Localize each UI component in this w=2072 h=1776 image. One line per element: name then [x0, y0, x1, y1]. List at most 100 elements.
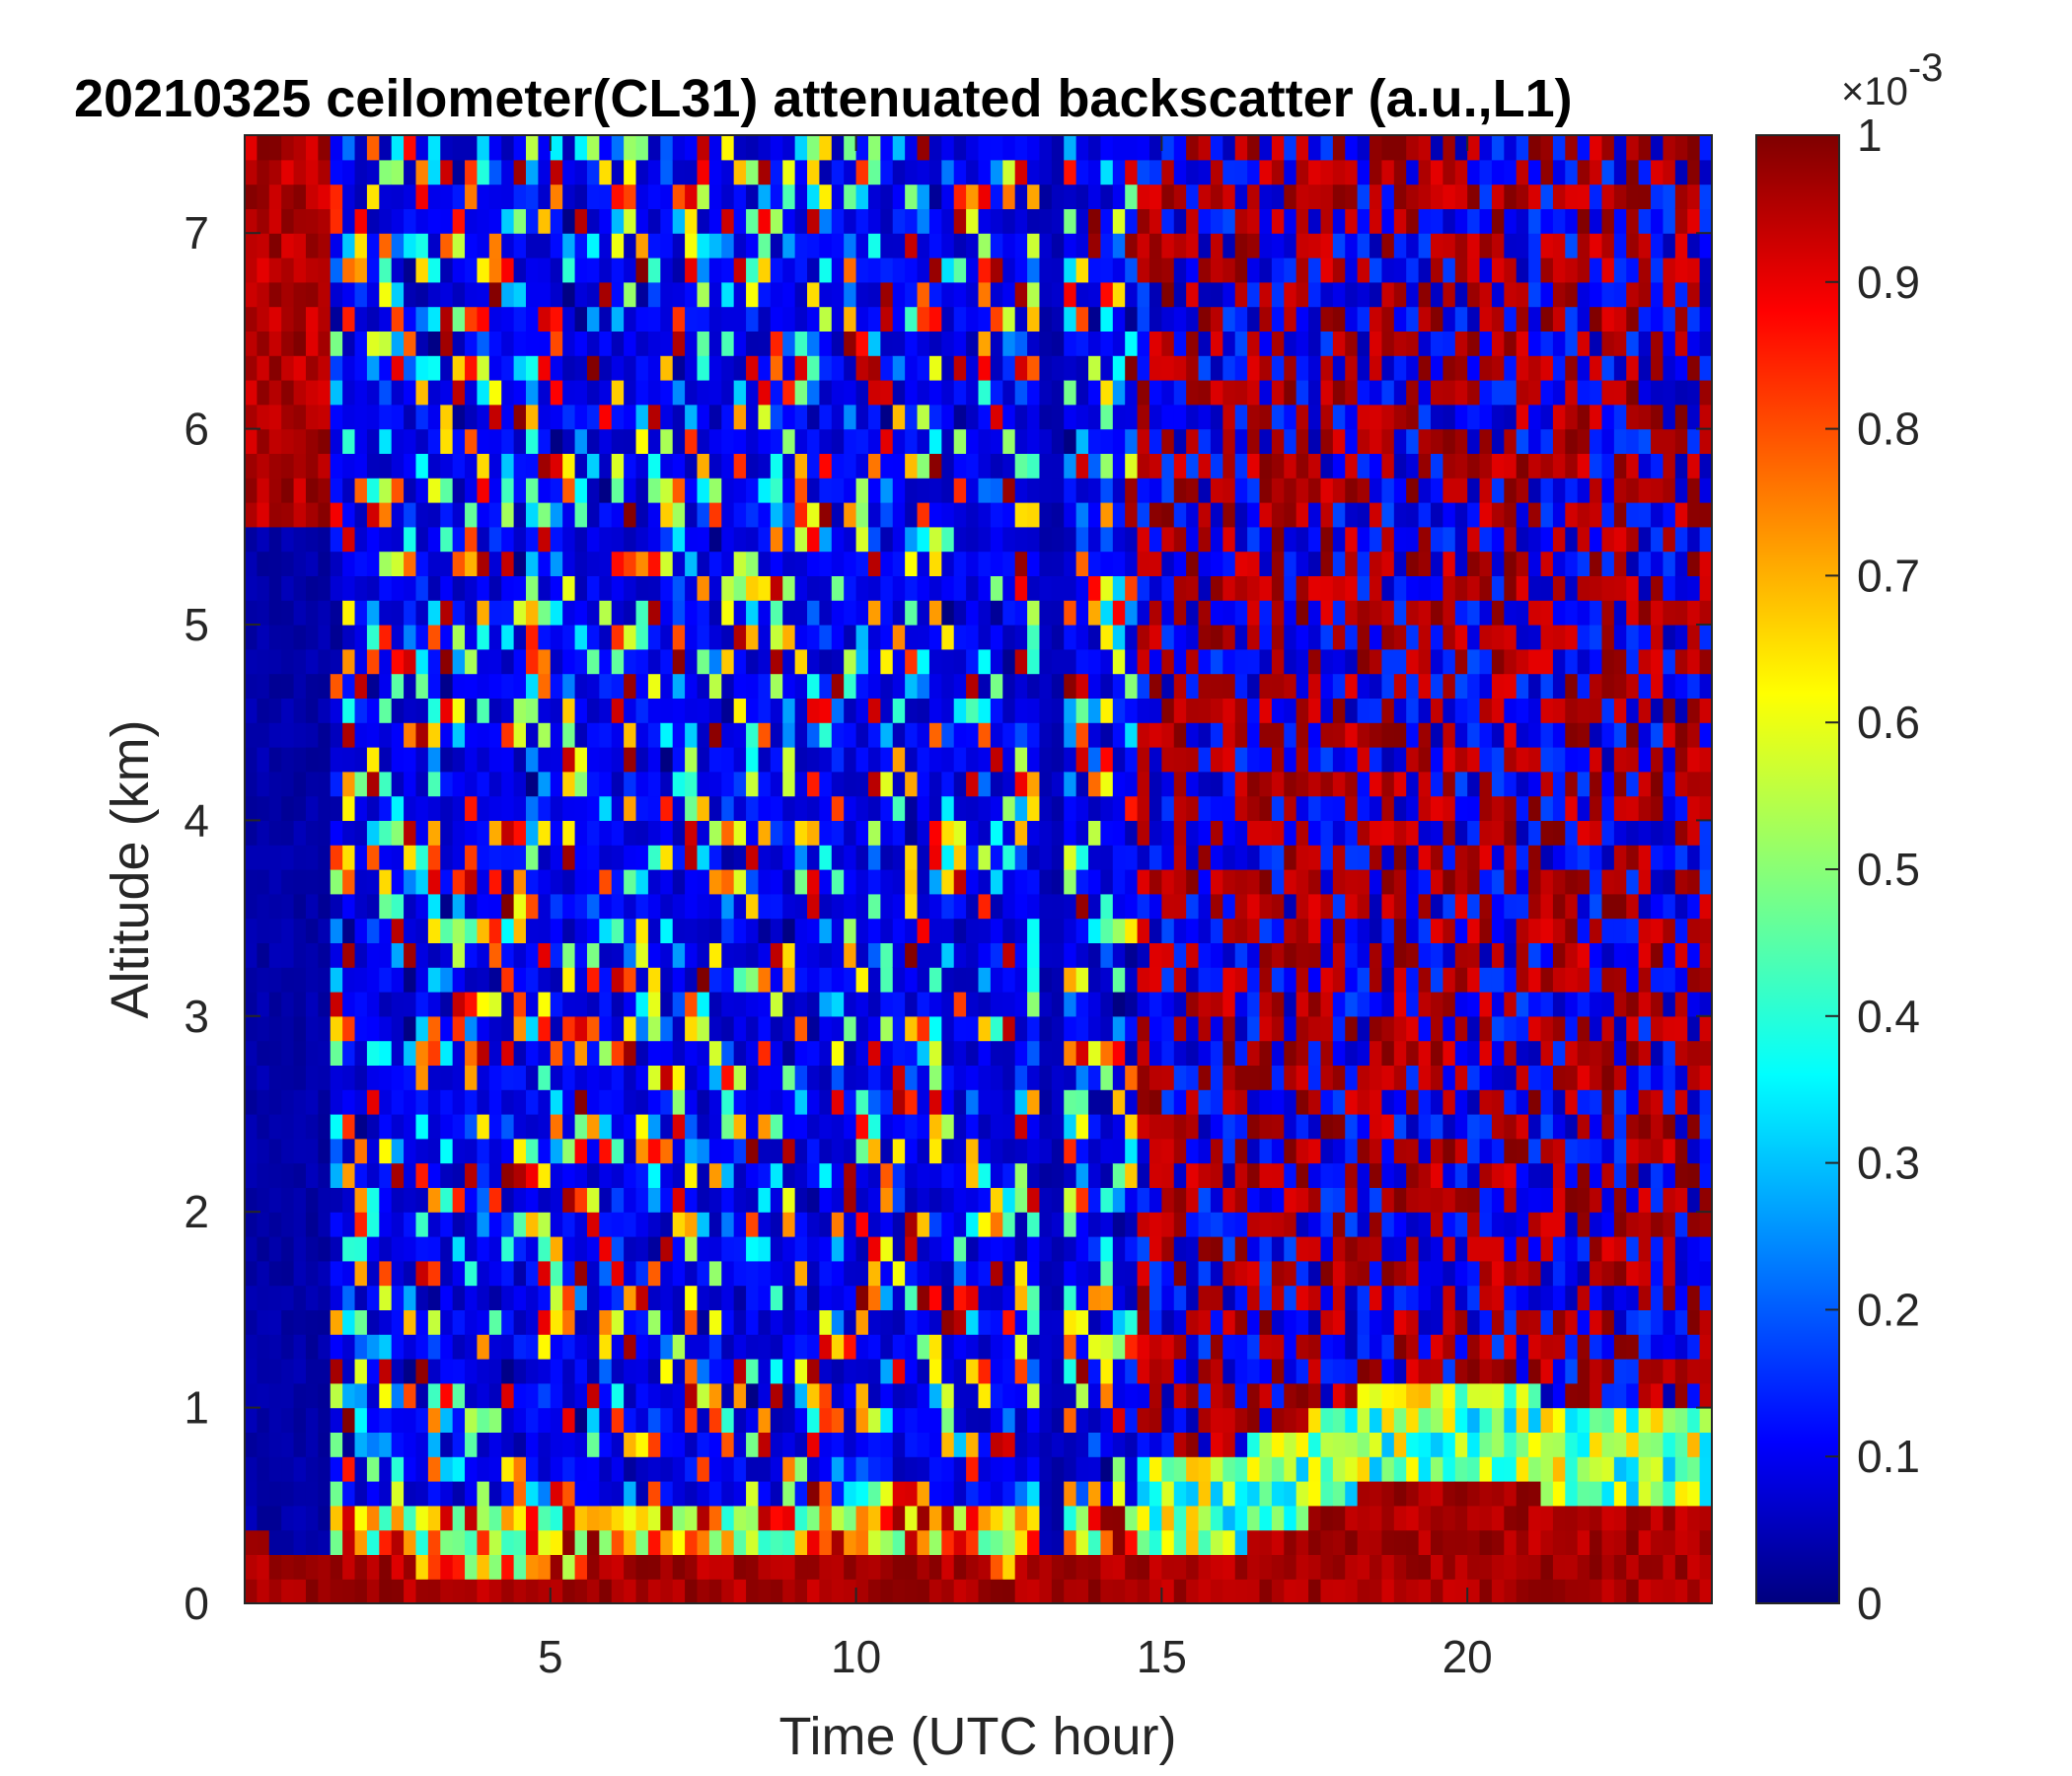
heatmap-cell — [379, 208, 393, 234]
heatmap-cell — [831, 1579, 845, 1603]
heatmap-cell — [391, 404, 405, 430]
heatmap-cell — [1027, 453, 1041, 479]
heatmap-cell — [685, 208, 699, 234]
heatmap-cell — [928, 967, 942, 993]
heatmap-cell — [1064, 845, 1077, 870]
heatmap-cell — [660, 869, 674, 895]
heatmap-cell — [550, 747, 563, 773]
heatmap-cell — [746, 551, 760, 576]
heatmap-cell — [1247, 747, 1261, 773]
heatmap-cell — [941, 648, 955, 675]
heatmap-cell — [379, 1407, 393, 1433]
heatmap-cell — [1210, 869, 1223, 895]
heatmap-cell — [1064, 673, 1077, 699]
heatmap-cell — [660, 1579, 674, 1603]
heatmap-cell — [660, 135, 674, 161]
heatmap-cell — [1064, 747, 1077, 773]
heatmap-cell — [427, 404, 441, 430]
heatmap-cell — [782, 1579, 796, 1603]
heatmap-cell — [635, 380, 649, 406]
heatmap-cell — [844, 478, 857, 503]
heatmap-cell — [1039, 453, 1053, 479]
heatmap-cell — [941, 698, 955, 723]
heatmap-cell — [928, 1285, 942, 1310]
heatmap-cell — [1210, 1138, 1223, 1164]
heatmap-cell — [867, 795, 881, 821]
heatmap-cell — [1137, 1015, 1150, 1042]
heatmap-cell — [526, 1334, 539, 1360]
heatmap-cell — [647, 1456, 661, 1482]
heatmap-cell — [562, 1456, 576, 1482]
heatmap-cell — [281, 967, 295, 993]
heatmap-cell — [746, 233, 760, 259]
heatmap-cell — [330, 502, 343, 528]
heatmap-cell — [635, 967, 649, 993]
heatmap-cell — [672, 869, 686, 895]
heatmap-cell — [928, 845, 942, 870]
heatmap-cell — [1137, 1187, 1150, 1213]
heatmap-cell — [685, 1334, 699, 1360]
heatmap-cell — [1112, 1212, 1126, 1237]
heatmap-cell — [1173, 208, 1187, 234]
heatmap-cell — [1210, 747, 1223, 773]
heatmap-cell — [867, 159, 881, 185]
heatmap-cell — [697, 942, 710, 968]
heatmap-cell — [1100, 1407, 1114, 1433]
heatmap-cell — [708, 1407, 722, 1433]
heatmap-cell — [599, 1162, 613, 1188]
heatmap-cell — [354, 820, 368, 846]
heatmap-cell — [1112, 1529, 1126, 1555]
heatmap-cell — [928, 722, 942, 748]
heatmap-cell — [1002, 673, 1016, 699]
heatmap-cell — [928, 1114, 942, 1140]
heatmap-cell — [1064, 625, 1077, 650]
heatmap-cell — [452, 551, 466, 576]
heatmap-cell — [660, 1309, 674, 1335]
heatmap-cell — [1198, 869, 1212, 895]
heatmap-cell — [268, 1285, 282, 1310]
heatmap-cell — [1039, 1236, 1053, 1262]
heatmap-cell — [1064, 1554, 1077, 1580]
heatmap-cell — [1198, 1015, 1212, 1042]
heatmap-cell — [746, 893, 760, 920]
heatmap-cell — [1222, 1236, 1236, 1262]
heatmap-cell — [501, 502, 515, 528]
heatmap-cell — [1112, 258, 1126, 283]
heatmap-cell — [293, 1432, 307, 1457]
heatmap-cell — [831, 1529, 845, 1555]
heatmap-cell — [477, 942, 490, 968]
heatmap-cell — [245, 1456, 258, 1482]
heatmap-cell — [1148, 1529, 1162, 1555]
heatmap-cell — [427, 1114, 441, 1140]
heatmap-cell — [966, 1114, 980, 1140]
heatmap-cell — [1161, 159, 1175, 185]
heatmap-cell — [1064, 306, 1077, 332]
heatmap-cell — [391, 625, 405, 650]
heatmap-cell — [635, 992, 649, 1017]
heatmap-cell — [721, 1138, 735, 1164]
heatmap-cell — [1137, 893, 1150, 920]
heatmap-cell — [917, 478, 930, 503]
heatmap-cell — [1027, 795, 1041, 821]
heatmap-cell — [477, 625, 490, 650]
heatmap-cell — [1100, 208, 1114, 234]
heatmap-cell — [1161, 478, 1175, 503]
heatmap-cell — [624, 673, 637, 699]
heatmap-cell — [1027, 258, 1041, 283]
heatmap-cell — [1100, 1285, 1114, 1310]
heatmap-cell — [1064, 795, 1077, 821]
heatmap-cell — [990, 1529, 1003, 1555]
heatmap-cell — [305, 625, 319, 650]
heatmap-cell — [758, 551, 772, 576]
heatmap-cell — [966, 1432, 980, 1457]
heatmap-cell — [1137, 1212, 1150, 1237]
heatmap-cell — [844, 208, 857, 234]
heatmap-cell — [257, 869, 270, 895]
heatmap-cell — [318, 1529, 332, 1555]
heatmap-cell — [758, 526, 772, 553]
heatmap-cell — [1027, 1529, 1041, 1555]
heatmap-cell — [831, 1040, 845, 1066]
heatmap-cell — [1064, 820, 1077, 846]
heatmap-cell — [415, 942, 429, 968]
heatmap-cell — [733, 380, 747, 406]
